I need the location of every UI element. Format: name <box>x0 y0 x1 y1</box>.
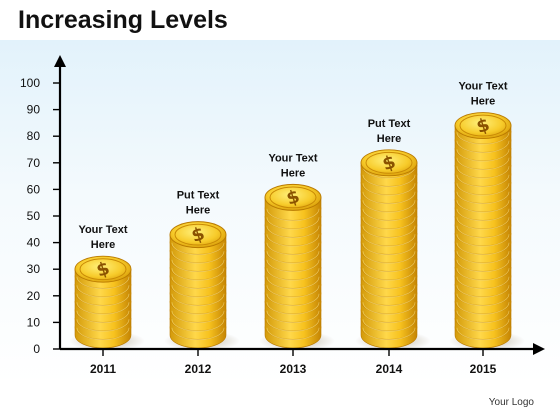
bars-layer: $ $ $ $ $ <box>69 112 525 351</box>
x-tick-label: 2011 <box>90 362 116 376</box>
coin-stack-2014: $ <box>355 149 431 351</box>
bar-label: Your Text Here <box>78 224 127 251</box>
x-tick-label: 2012 <box>185 362 212 376</box>
y-tick-label: 20 <box>27 289 41 303</box>
x-tick-label: 2015 <box>470 362 497 376</box>
page-title: Increasing Levels <box>18 6 228 34</box>
y-tick-label: 0 <box>33 342 40 356</box>
footer-logo: Your Logo <box>488 397 534 408</box>
x-tick-label: 2014 <box>376 362 403 376</box>
bar-label: Put Text Here <box>368 118 411 145</box>
y-tick-label: 80 <box>27 129 41 143</box>
y-tick-label: 30 <box>27 262 41 276</box>
y-tick-label: 100 <box>20 76 40 90</box>
dollar-sign-icon: $ <box>189 223 207 247</box>
y-tick-label: 70 <box>27 156 41 170</box>
x-tick-label: 2013 <box>280 362 307 376</box>
coin-stack-2012: $ <box>164 221 240 351</box>
y-axis-arrow <box>54 55 66 67</box>
coin-stack-2011: $ <box>69 255 145 351</box>
coin-stack-2015: $ <box>449 112 525 351</box>
bar-label: Your Text Here <box>458 81 507 108</box>
y-tick-label: 50 <box>27 209 41 223</box>
y-tick-label: 90 <box>27 103 41 117</box>
dollar-sign-icon: $ <box>284 186 302 210</box>
y-tick-label: 10 <box>27 315 41 329</box>
x-axis-arrow <box>533 343 545 355</box>
labels-layer: Your Text Here Put Text Here Your Text Here Pu… <box>78 81 507 252</box>
y-tick-label: 60 <box>27 182 41 196</box>
coin-stack-2013: $ <box>259 183 335 351</box>
dollar-sign-icon: $ <box>380 151 398 175</box>
dollar-sign-icon: $ <box>94 258 112 282</box>
bar-label: Your Text Here <box>268 152 317 179</box>
axes-layer: 0 10 20 30 40 50 60 70 80 90 100 2011 2012 2013 2014 20… <box>20 55 545 376</box>
dollar-sign-icon: $ <box>474 114 492 138</box>
bar-label: Put Text Here <box>177 190 220 217</box>
y-tick-label: 40 <box>27 236 41 250</box>
